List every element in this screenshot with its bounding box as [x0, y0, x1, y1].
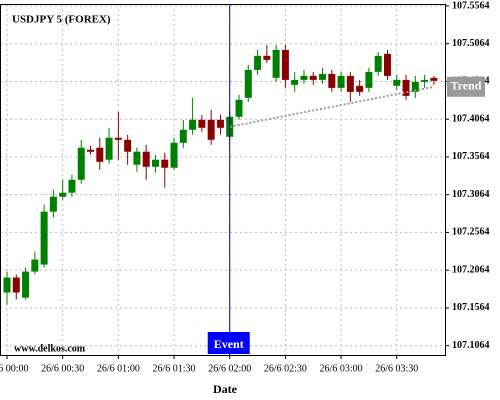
- candle-body: [87, 149, 95, 152]
- x-tick-label: 26/6 02:00: [208, 363, 251, 374]
- candle-body: [3, 277, 11, 293]
- x-tick-label: 26/6 03:30: [375, 363, 418, 374]
- candle-body: [68, 179, 76, 193]
- candle-body: [142, 151, 150, 167]
- candle-body: [22, 271, 30, 298]
- x-tick-label: 26/6 00:30: [41, 363, 84, 374]
- candle-body: [309, 75, 317, 80]
- y-tick-label: 107.1564: [452, 302, 490, 313]
- plot-border: [0, 4, 446, 356]
- candle-body: [328, 73, 336, 88]
- candle-body: [105, 137, 113, 160]
- y-tick-label: 107.3064: [452, 189, 490, 200]
- trend-box: [447, 76, 485, 97]
- x-tick-label: 26/6 01:30: [153, 363, 196, 374]
- candle-body: [365, 71, 373, 88]
- x-tick-label: 26/6 02:30: [264, 363, 307, 374]
- candle-body: [114, 137, 122, 140]
- candle-body: [337, 75, 345, 88]
- y-tick-label: 107.1064: [452, 340, 490, 351]
- candle-body: [272, 49, 280, 78]
- candle-body: [179, 129, 187, 143]
- candle-body: [244, 69, 252, 98]
- candle-body: [411, 81, 419, 92]
- candle-body: [161, 159, 169, 168]
- candle-body: [254, 55, 262, 70]
- candle-body: [59, 192, 67, 197]
- y-tick-label: 107.5064: [452, 38, 490, 49]
- candle-body: [263, 55, 271, 60]
- candle-body: [216, 119, 224, 128]
- y-tick-label: 107.4064: [452, 113, 490, 124]
- candle-body: [356, 85, 364, 92]
- candle-body: [31, 259, 39, 272]
- candle-body: [319, 73, 327, 80]
- candle-body: [40, 211, 48, 265]
- y-tick-label: 107.2064: [452, 264, 490, 275]
- candle-body: [281, 49, 289, 80]
- candle-body: [124, 139, 132, 152]
- x-tick-label: 26/6 01:00: [97, 363, 140, 374]
- candle-body: [170, 142, 178, 168]
- trend-line: [229, 85, 435, 128]
- candle-body: [235, 99, 243, 117]
- candle-body: [430, 77, 438, 81]
- candle-body: [96, 147, 104, 162]
- x-tick-label: 26/6 00:00: [0, 363, 29, 374]
- x-axis-title: Date: [213, 382, 238, 396]
- candle-body: [374, 55, 382, 72]
- event-box: [207, 332, 250, 354]
- candle-body: [383, 53, 391, 76]
- candle-body: [291, 79, 299, 85]
- candle-body: [207, 119, 215, 140]
- x-tick-label: 26/6 03:00: [320, 363, 363, 374]
- candle-body: [151, 159, 159, 167]
- y-tick-label: 107.2564: [452, 227, 490, 238]
- candle-body: [346, 75, 354, 92]
- watermark: www.delkos.com: [14, 343, 86, 354]
- candle-body: [189, 119, 197, 130]
- chart-title: USDJPY 5 (FOREX): [12, 14, 111, 26]
- candle-body: [198, 119, 206, 128]
- candle-body: [393, 79, 401, 86]
- event-label: Event: [214, 337, 244, 351]
- candle-body: [402, 79, 410, 96]
- candle-body: [77, 147, 85, 180]
- candle-body: [300, 75, 308, 80]
- candle-body: [421, 79, 429, 82]
- y-tick-label: 107.3564: [452, 151, 490, 162]
- candle-body: [49, 196, 57, 212]
- candle-body: [12, 277, 20, 293]
- candle-body: [133, 151, 141, 165]
- y-tick-label: 107.5564: [452, 0, 490, 11]
- trend-label: Trend: [451, 79, 482, 93]
